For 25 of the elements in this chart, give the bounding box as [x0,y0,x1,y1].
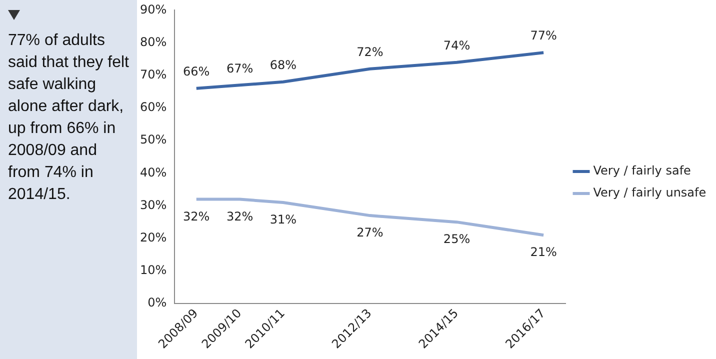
y-tick-label: 40% [140,165,167,180]
data-label: 67% [226,61,254,76]
y-tick-label: 80% [140,34,167,49]
data-label: 74% [443,38,470,52]
legend-label: Very / fairly safe [593,164,691,178]
data-label: 27% [356,226,384,240]
y-tick-label: 70% [140,68,167,82]
legend-label: Very / fairly unsafe [593,186,706,200]
text: 77% of adults said that they felt safe walking alone after dark, up from 66% in 2008/09 and from 74% in 2014/15. [8,31,130,205]
data-label: 32% [226,209,254,224]
y-tick-label: 60% [140,100,167,114]
y-tick-label: 0% [148,296,167,310]
data-label: 21% [530,245,557,260]
y-tick-label: 10% [140,263,167,278]
data-label: 68% [270,58,296,72]
data-label: 32% [183,209,210,224]
data-label: 66% [183,64,210,79]
data-label: 25% [443,232,470,246]
data-label: 77% [530,28,557,43]
data-label: 72% [356,45,384,59]
y-tick-label: 90% [140,2,167,16]
data-label: 31% [270,212,296,227]
y-tick-label: 50% [140,132,167,147]
y-tick-label: 30% [140,198,167,212]
y-tick-label: 20% [140,230,167,244]
